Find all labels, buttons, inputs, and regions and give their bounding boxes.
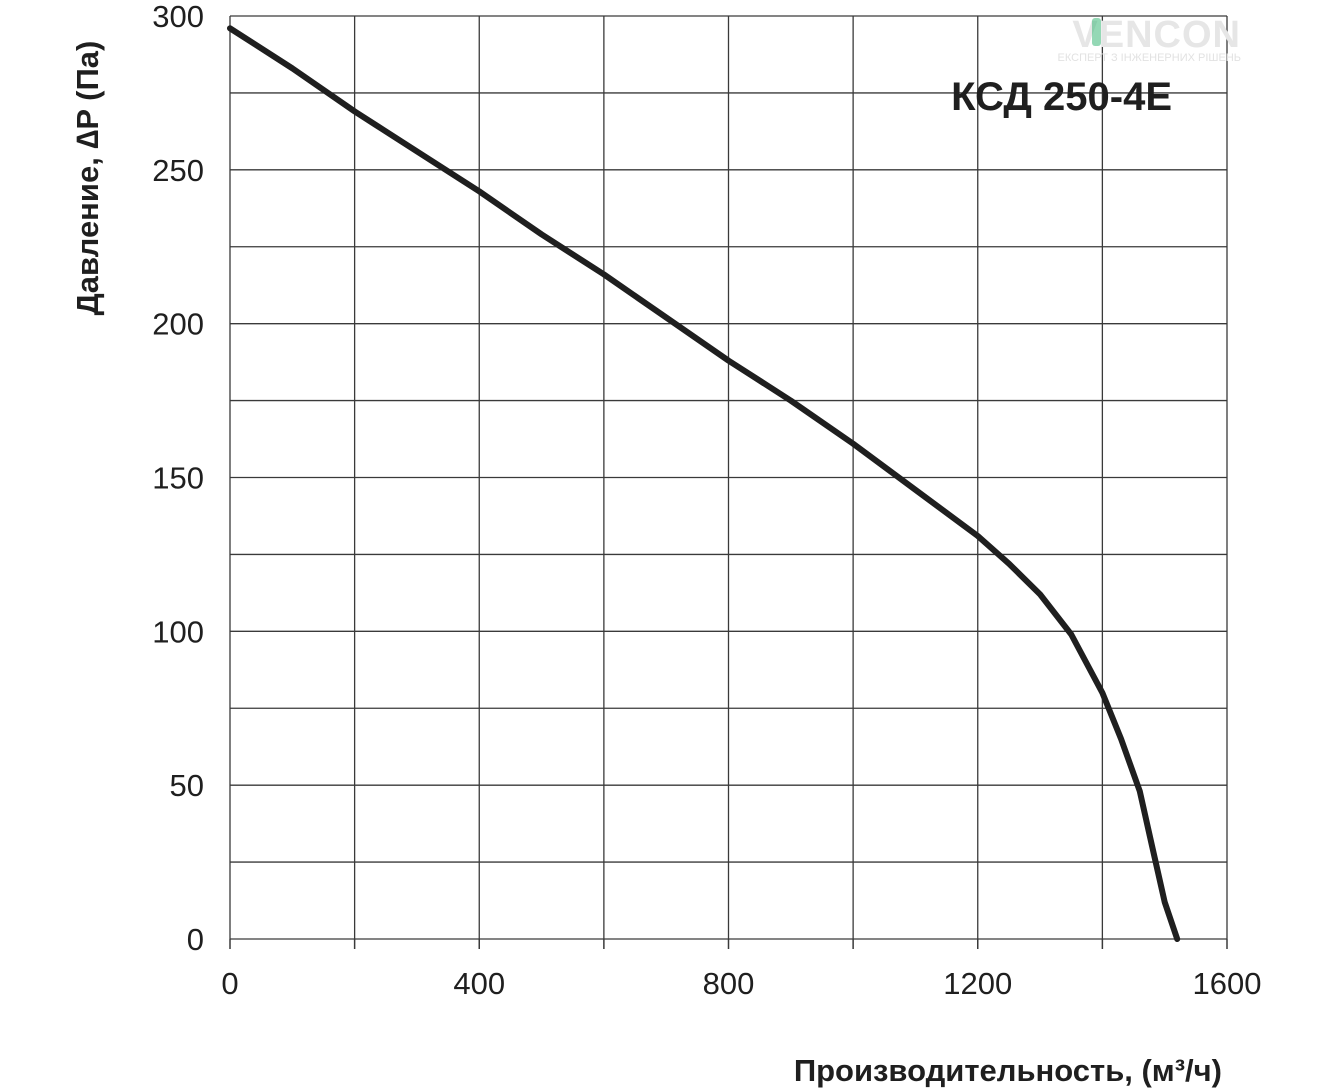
y-tick-label: 200 [152, 307, 204, 342]
x-tick-label: 1200 [943, 966, 1012, 1001]
leaf-icon [1092, 18, 1101, 46]
x-tick-label: 400 [453, 966, 505, 1001]
x-tick-label: 1600 [1193, 966, 1262, 1001]
fan-curve-line [227, 25, 1181, 942]
y-tick-label: 50 [170, 768, 204, 803]
x-axis-title: Производительность, (м³/ч) [794, 1053, 1222, 1088]
brand-logo: VENCON ЕКСПЕРТ З ІНЖЕНЕРНИХ РІШЕНЬ [1058, 14, 1241, 64]
y-tick-label: 0 [187, 922, 204, 957]
logo-tagline: ЕКСПЕРТ З ІНЖЕНЕРНИХ РІШЕНЬ [1058, 52, 1241, 64]
y-tick-label: 100 [152, 614, 204, 649]
chart-title: КСД 250-4Е [951, 75, 1172, 119]
x-tick-labels: 0 400 800 1200 1600 [221, 966, 1261, 1001]
y-axis-title: Давление, ∆P (Па) [70, 41, 105, 316]
y-tick-label: 150 [152, 461, 204, 496]
x-tick-label: 0 [221, 966, 238, 1001]
x-tick-label: 800 [703, 966, 755, 1001]
y-tick-label: 250 [152, 153, 204, 188]
chart-grid [229, 15, 1228, 949]
y-tick-labels: 0 50 100 150 200 250 300 [152, 0, 204, 957]
y-tick-label: 300 [152, 0, 204, 34]
